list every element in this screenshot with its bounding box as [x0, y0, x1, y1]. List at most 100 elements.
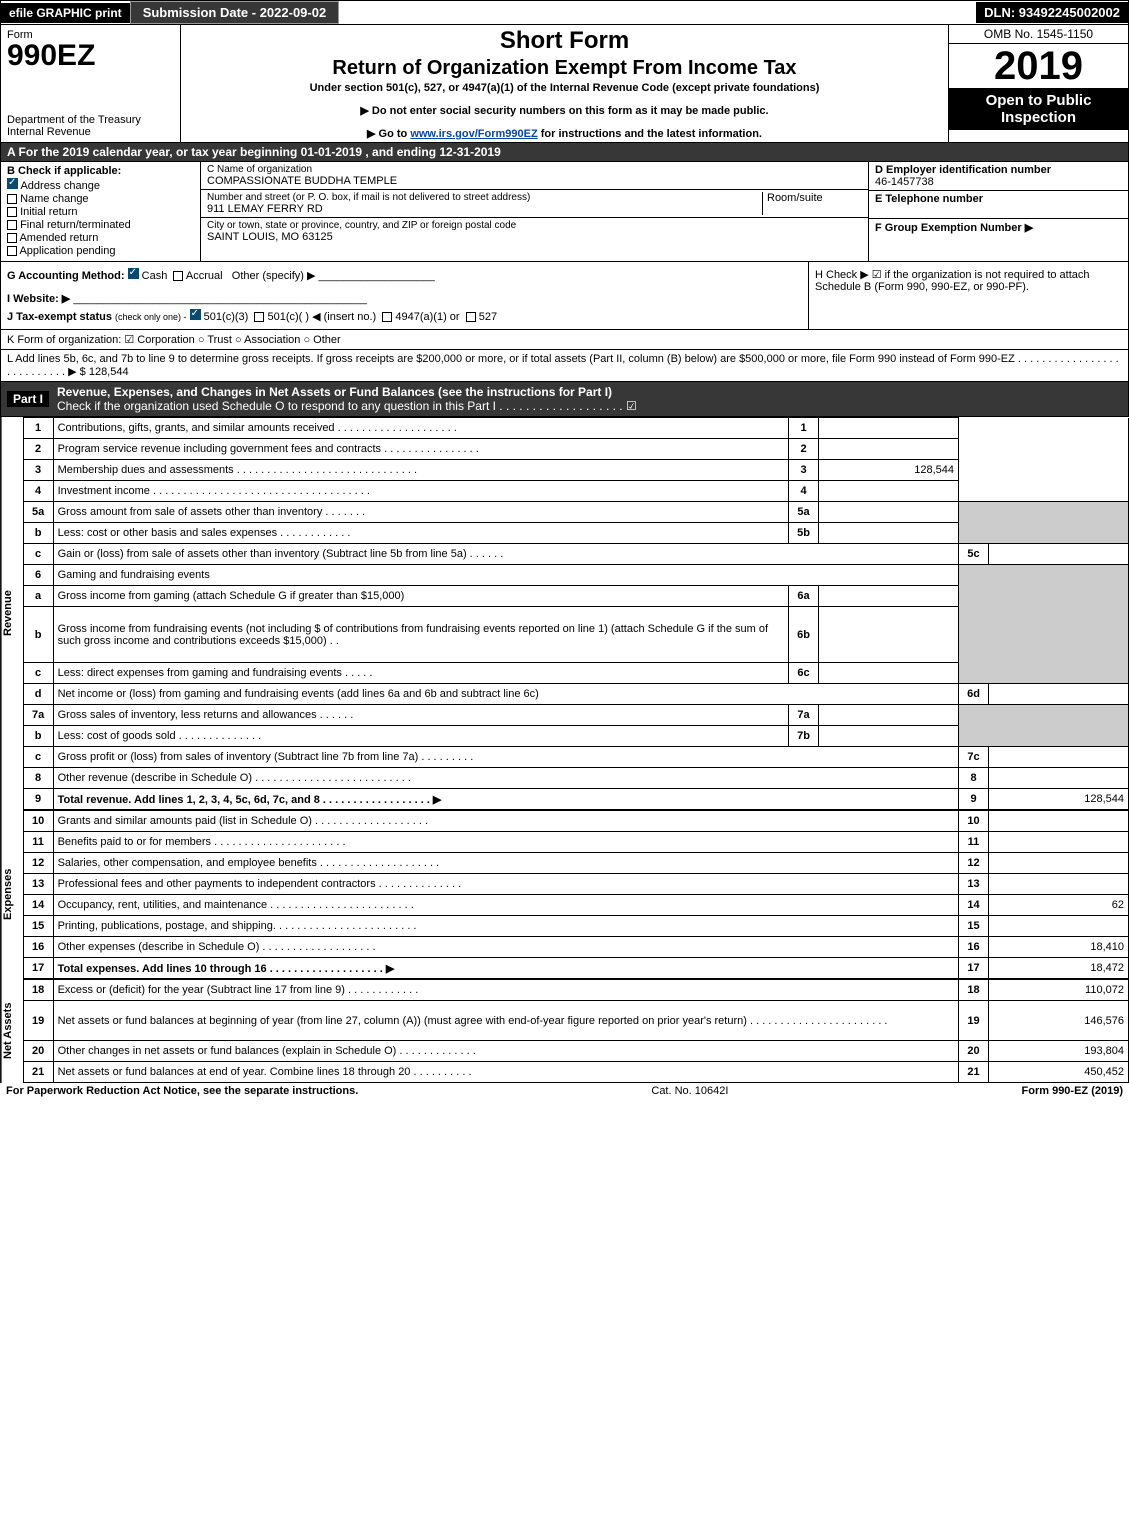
table-row: 4Investment income . . . . . . . . . . .… — [23, 481, 1128, 502]
note2-pre: ▶ Go to — [367, 128, 410, 140]
website-row: I Website: ▶ ___________________________… — [7, 292, 802, 305]
irs-link[interactable]: www.irs.gov/Form990EZ — [410, 128, 537, 140]
submission-date: Submission Date - 2022-09-02 — [130, 1, 340, 24]
tax-exempt-row: J Tax-exempt status (check only one) - 5… — [7, 309, 802, 323]
g-label: G Accounting Method: — [7, 270, 125, 282]
checkbox-icon — [7, 246, 17, 256]
table-row: 13Professional fees and other payments t… — [23, 874, 1128, 895]
table-row: 19Net assets or fund balances at beginni… — [23, 1001, 1128, 1041]
table-row: 15Printing, publications, postage, and s… — [23, 916, 1128, 937]
netassets-table: 18Excess or (deficit) for the year (Subt… — [23, 979, 1129, 1083]
header-left: Form 990EZ Department of the Treasury In… — [1, 25, 181, 142]
g-accrual[interactable]: Accrual — [186, 270, 223, 282]
j-527[interactable]: 527 — [479, 311, 497, 323]
short-form-title: Short Form — [187, 27, 942, 55]
group-exemption-row: F Group Exemption Number ▶ — [869, 219, 1128, 247]
ein-label: D Employer identification number — [875, 164, 1051, 176]
header-center: Short Form Return of Organization Exempt… — [181, 25, 948, 142]
revenue-vertical-label: Revenue — [1, 417, 23, 810]
check-icon — [128, 268, 139, 279]
section-h: H Check ▶ ☑ if the organization is not r… — [808, 262, 1128, 329]
group-exemption-label: F Group Exemption Number ▶ — [875, 222, 1033, 234]
j-501c[interactable]: 501(c)( ) ◀ (insert no.) — [267, 311, 376, 323]
section-l-text: L Add lines 5b, 6c, and 7b to line 9 to … — [7, 353, 1119, 378]
table-row: 14Occupancy, rent, utilities, and mainte… — [23, 895, 1128, 916]
check-icon — [7, 178, 18, 189]
table-row: 18Excess or (deficit) for the year (Subt… — [23, 980, 1128, 1001]
form-title: Return of Organization Exempt From Incom… — [187, 57, 942, 80]
j-4947[interactable]: 4947(a)(1) or — [395, 311, 459, 323]
table-row: 3Membership dues and assessments . . . .… — [23, 460, 1128, 481]
room-suite-label: Room/suite — [762, 192, 862, 215]
ein-row: D Employer identification number 46-1457… — [869, 162, 1128, 191]
table-row: 17Total expenses. Add lines 10 through 1… — [23, 958, 1128, 979]
form-subtitle: Under section 501(c), 527, or 4947(a)(1)… — [187, 82, 942, 94]
part1-title: Revenue, Expenses, and Changes in Net As… — [57, 385, 637, 413]
org-name-row: C Name of organization COMPASSIONATE BUD… — [201, 162, 868, 190]
gh-row: G Accounting Method: Cash Accrual Other … — [0, 262, 1129, 330]
department-label: Department of the Treasury Internal Reve… — [7, 114, 174, 138]
org-city-row: City or town, state or province, country… — [201, 218, 868, 245]
checkbox-icon — [254, 312, 264, 322]
section-b: B Check if applicable: Address change Na… — [1, 162, 201, 261]
g-cash[interactable]: Cash — [142, 270, 168, 282]
chk-application-pending[interactable]: Application pending — [7, 245, 194, 257]
ssn-warning: ▶ Do not enter social security numbers o… — [187, 104, 942, 117]
netassets-vertical-label: Net Assets — [1, 979, 23, 1083]
table-row: 21Net assets or fund balances at end of … — [23, 1062, 1128, 1083]
dln-label: DLN: 93492245002002 — [976, 2, 1128, 23]
table-row: 2Program service revenue including gover… — [23, 439, 1128, 460]
org-street-row: Number and street (or P. O. box, if mail… — [201, 190, 868, 218]
city-value: SAINT LOUIS, MO 63125 — [207, 231, 862, 243]
city-label: City or town, state or province, country… — [207, 220, 862, 231]
table-row: 1Contributions, gifts, grants, and simil… — [23, 418, 1128, 439]
table-row: 12Salaries, other compensation, and empl… — [23, 853, 1128, 874]
table-row: 5aGross amount from sale of assets other… — [23, 502, 1128, 523]
chk-name-change[interactable]: Name change — [7, 193, 194, 205]
checkbox-icon — [7, 207, 17, 217]
checkbox-icon — [466, 312, 476, 322]
revenue-table: 1Contributions, gifts, grants, and simil… — [23, 417, 1129, 810]
part1-body: Revenue 1Contributions, gifts, grants, a… — [0, 417, 1129, 810]
page-footer: For Paperwork Reduction Act Notice, see … — [0, 1083, 1129, 1099]
checkbox-icon — [173, 271, 183, 281]
phone-label: E Telephone number — [875, 193, 983, 205]
checkbox-icon — [7, 220, 17, 230]
checkbox-icon — [382, 312, 392, 322]
checkbox-icon — [7, 194, 17, 204]
table-row: 9Total revenue. Add lines 1, 2, 3, 4, 5c… — [23, 789, 1128, 810]
footer-formref: Form 990-EZ (2019) — [1022, 1085, 1123, 1097]
part1-label: Part I — [7, 391, 49, 407]
table-row: 20Other changes in net assets or fund ba… — [23, 1041, 1128, 1062]
tax-year: 2019 — [949, 44, 1128, 88]
section-b-header: B Check if applicable: — [7, 165, 194, 177]
header-right: OMB No. 1545-1150 2019 Open to Public In… — [948, 25, 1128, 142]
org-name: COMPASSIONATE BUDDHA TEMPLE — [207, 175, 862, 187]
g-other[interactable]: Other (specify) ▶ — [232, 270, 316, 282]
part1-check-text: Check if the organization used Schedule … — [57, 399, 637, 413]
instructions-link-row: ▶ Go to www.irs.gov/Form990EZ for instru… — [187, 127, 942, 140]
efile-label[interactable]: efile GRAPHIC print — [1, 3, 130, 23]
part1-header: Part I Revenue, Expenses, and Changes in… — [0, 382, 1129, 417]
j-label: J Tax-exempt status — [7, 311, 112, 323]
table-row: 16Other expenses (describe in Schedule O… — [23, 937, 1128, 958]
expenses-section: Expenses 10Grants and similar amounts pa… — [0, 810, 1129, 979]
footer-catno: Cat. No. 10642I — [651, 1085, 728, 1097]
check-icon — [190, 309, 201, 320]
org-name-label: C Name of organization — [207, 164, 862, 175]
checkbox-icon — [7, 233, 17, 243]
expenses-vertical-label: Expenses — [1, 810, 23, 979]
open-to-public: Open to Public Inspection — [949, 88, 1128, 130]
chk-final-return[interactable]: Final return/terminated — [7, 219, 194, 231]
row-a-taxyear: A For the 2019 calendar year, or tax yea… — [0, 143, 1129, 162]
website-label: I Website: ▶ — [7, 293, 70, 305]
chk-initial-return[interactable]: Initial return — [7, 206, 194, 218]
section-l-value: $ 128,544 — [80, 366, 129, 378]
j-501c3[interactable]: 501(c)(3) — [204, 311, 249, 323]
footer-left: For Paperwork Reduction Act Notice, see … — [6, 1085, 358, 1097]
chk-amended-return[interactable]: Amended return — [7, 232, 194, 244]
section-g: G Accounting Method: Cash Accrual Other … — [1, 262, 808, 329]
section-c: C Name of organization COMPASSIONATE BUD… — [201, 162, 868, 261]
chk-address-change[interactable]: Address change — [7, 178, 194, 192]
table-row: dNet income or (loss) from gaming and fu… — [23, 684, 1128, 705]
